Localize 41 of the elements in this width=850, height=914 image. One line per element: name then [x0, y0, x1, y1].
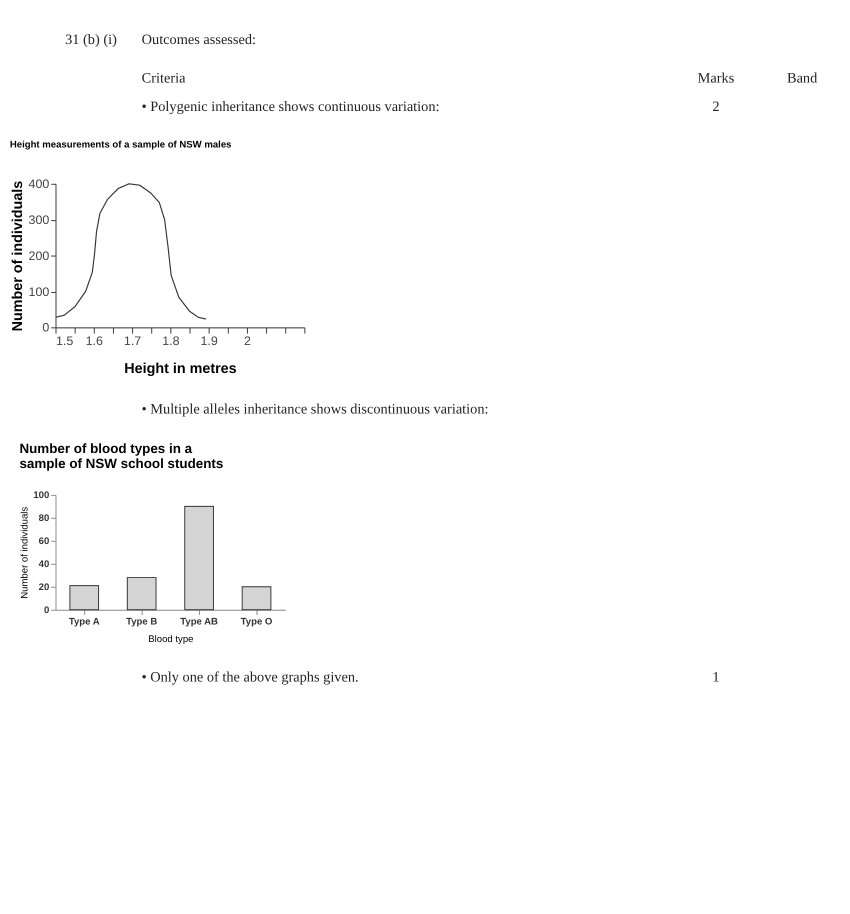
x-tick-label: 2	[244, 334, 251, 348]
x-axis-title: Blood type	[148, 634, 194, 645]
text: Band	[787, 70, 818, 86]
x-axis-title: Height in metres	[124, 360, 237, 377]
chart-title: Number of blood types in a sample of NSW school students	[19, 440, 224, 472]
y-tick-label: 300	[28, 212, 50, 227]
y-axis-title: Number of individuals	[10, 180, 26, 332]
y-tick-label: 40	[38, 559, 50, 570]
x-tick-label: 1.9	[200, 334, 218, 348]
text: Criteria	[142, 70, 186, 86]
x-tick-label: Type O	[240, 616, 273, 628]
y-tick-label: 400	[28, 177, 50, 192]
bar	[242, 586, 272, 610]
x-tick-label: Type B	[126, 616, 158, 628]
text: • Only one of the above graphs given.	[142, 670, 359, 686]
x-tick-label: 1.7	[124, 334, 142, 348]
text: Marks	[698, 70, 735, 86]
y-tick-label: 60	[38, 536, 50, 548]
chart-title: Height measurements of a sample of NSW males	[10, 139, 232, 150]
text: • Multiple alleles inheritance shows discontinuous variation:	[142, 402, 488, 418]
x-tick-label: Type A	[68, 616, 100, 628]
bar	[126, 577, 157, 610]
y-tick-label: 100	[33, 490, 50, 502]
x-tick-label: 1.8	[162, 334, 180, 348]
y-tick-label: 100	[28, 284, 50, 299]
bar	[69, 585, 100, 610]
y-tick-label: 0	[44, 605, 50, 616]
text: Outcomes assessed:	[142, 32, 256, 48]
text: 31 (b) (i)	[65, 32, 118, 48]
y-tick-label: 0	[42, 320, 50, 335]
text: 1	[712, 670, 720, 686]
y-tick-label: 80	[38, 513, 50, 524]
y-tick-label: 20	[38, 582, 50, 594]
text: • Polygenic inheritance shows continuous variation:	[142, 99, 440, 116]
y-tick-label: 200	[28, 248, 50, 263]
bar	[184, 506, 214, 610]
x-tick-label: 1.6	[86, 334, 104, 348]
x-tick-label: Type AB	[180, 616, 218, 628]
text: 2	[712, 99, 720, 116]
y-axis-title: Number of individuals	[20, 506, 31, 599]
x-tick-label: 1.5	[56, 334, 74, 348]
